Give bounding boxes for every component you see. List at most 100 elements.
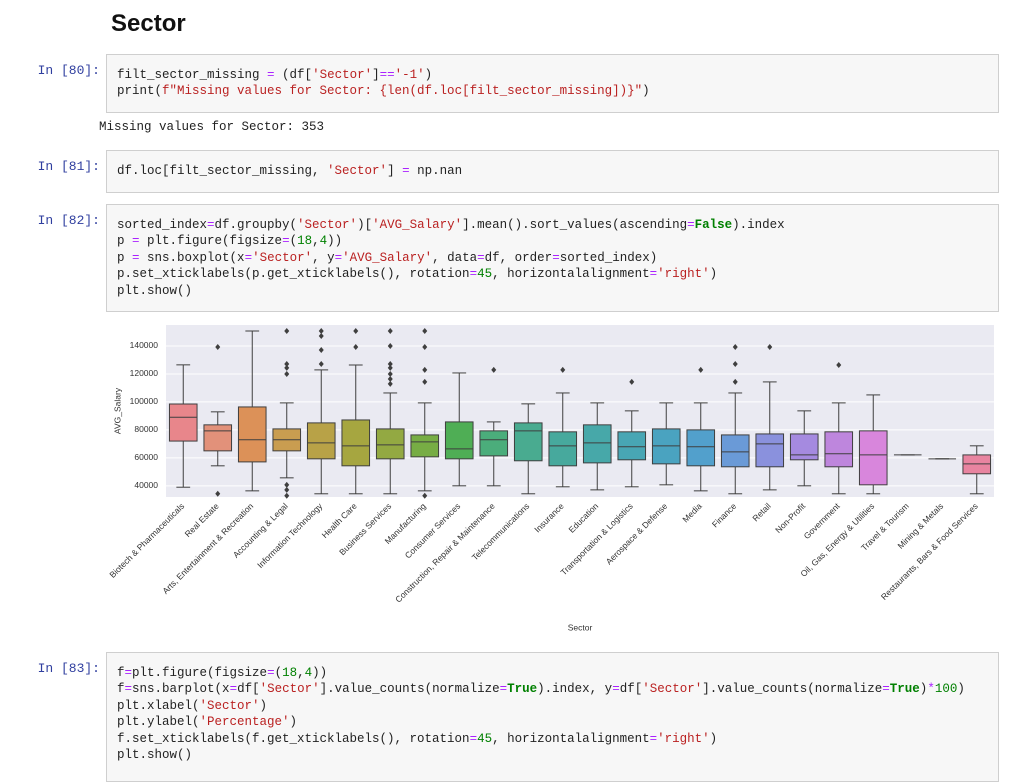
box bbox=[582, 424, 612, 464]
outlier bbox=[284, 328, 290, 335]
code-line: f=sns.barplot(x=df['Sector'].value_count… bbox=[117, 682, 965, 697]
cell-prompt: In [81]: bbox=[37, 159, 100, 174]
outlier bbox=[284, 492, 290, 499]
outlier bbox=[387, 370, 393, 377]
y-tick-label: 100000 bbox=[130, 396, 159, 406]
x-tick-label: Aerospace & Defense bbox=[604, 501, 670, 567]
box bbox=[203, 424, 233, 452]
y-tick-label: 60000 bbox=[134, 452, 158, 462]
heading: Sector bbox=[111, 10, 186, 37]
outlier bbox=[422, 378, 428, 385]
code-line: print(f"Missing values for Sector: {len(… bbox=[117, 84, 650, 99]
box bbox=[720, 434, 750, 468]
outlier bbox=[284, 370, 290, 377]
outlier bbox=[732, 361, 738, 368]
box bbox=[824, 431, 854, 468]
outlier bbox=[387, 328, 393, 335]
code-line: sorted_index=df.groupby('Sector')['AVG_S… bbox=[117, 218, 785, 232]
box bbox=[306, 422, 336, 460]
cell-prompt: In [82]: bbox=[37, 213, 100, 228]
chart: Sector AVG_Salary 40000 60000 80000 100000 1… bbox=[107, 325, 994, 632]
x-tick-label: Non-Profit bbox=[773, 500, 808, 535]
outlier bbox=[422, 366, 428, 373]
x-tick-label: Media bbox=[680, 501, 704, 525]
cell-prompt: In [83]: bbox=[37, 661, 100, 676]
code-line: plt.ylabel('Percentage') bbox=[117, 715, 298, 730]
x-tick-label: Retail bbox=[750, 501, 773, 524]
box bbox=[341, 419, 371, 467]
y-axis-label: AVG_Salary bbox=[112, 387, 122, 434]
box bbox=[617, 431, 647, 461]
box bbox=[686, 429, 716, 467]
code-line: df.loc[filt_sector_missing, 'Sector'] = … bbox=[117, 164, 463, 178]
outlier bbox=[318, 361, 324, 368]
outlier bbox=[318, 328, 324, 335]
outlier bbox=[767, 343, 773, 350]
outlier bbox=[387, 361, 393, 368]
outlier bbox=[353, 343, 359, 350]
outlier bbox=[422, 343, 428, 350]
x-axis-label: Sector bbox=[568, 622, 593, 632]
code-line: f=plt.figure(figsize=(18,4)) bbox=[117, 666, 328, 680]
x-tick-label: Finance bbox=[710, 501, 739, 530]
outlier bbox=[284, 486, 290, 493]
x-tick-label: Education bbox=[566, 501, 600, 535]
cell-output: Missing values for Sector: 353 bbox=[99, 120, 325, 134]
outlier bbox=[387, 375, 393, 382]
box bbox=[410, 434, 440, 458]
outlier bbox=[318, 333, 324, 340]
y-tick-label: 80000 bbox=[134, 424, 158, 434]
outlier bbox=[629, 378, 635, 385]
code-line: p.set_xticklabels(p.get_xticklabels(), r… bbox=[117, 267, 718, 282]
outlier bbox=[318, 347, 324, 354]
y-tick-label: 140000 bbox=[130, 340, 159, 350]
code-line: p = plt.figure(figsize=(18,4)) bbox=[117, 234, 343, 249]
plot-background bbox=[166, 325, 994, 497]
cell-prompt: In [80]: bbox=[37, 63, 100, 78]
box bbox=[237, 406, 267, 463]
box bbox=[789, 433, 819, 461]
outlier bbox=[387, 364, 393, 371]
outlier bbox=[353, 328, 359, 335]
x-tick-label: Insurance bbox=[532, 501, 566, 535]
box bbox=[858, 430, 888, 486]
outlier bbox=[560, 366, 566, 373]
outlier bbox=[284, 481, 290, 488]
y-tick-label: 120000 bbox=[130, 368, 159, 378]
code-cell bbox=[106, 150, 999, 193]
code-cell bbox=[106, 204, 999, 312]
box bbox=[168, 403, 198, 442]
outlier bbox=[422, 492, 428, 499]
x-tick-label: Telecommunications bbox=[470, 501, 532, 563]
box bbox=[651, 428, 681, 465]
code-cell bbox=[106, 54, 999, 113]
outlier bbox=[491, 366, 497, 373]
code-line: plt.xlabel('Sector') bbox=[117, 698, 268, 713]
code-cell bbox=[106, 652, 999, 782]
outlier bbox=[387, 380, 393, 387]
outlier bbox=[215, 343, 221, 350]
code-line: p = sns.boxplot(x='Sector', y='AVG_Salar… bbox=[117, 250, 658, 265]
box bbox=[548, 431, 578, 467]
outlier bbox=[698, 366, 704, 373]
box bbox=[513, 422, 543, 462]
outlier bbox=[732, 378, 738, 385]
outlier bbox=[284, 364, 290, 371]
outlier bbox=[284, 361, 290, 368]
outlier bbox=[732, 343, 738, 350]
box bbox=[375, 428, 405, 460]
x-tick-label: Information Technology bbox=[255, 500, 325, 570]
code-line: plt.show() bbox=[117, 283, 193, 298]
box bbox=[479, 430, 509, 457]
code-line: filt_sector_missing = (df['Sector']=='-1… bbox=[117, 68, 433, 82]
x-tick-label: Biotech & Pharmaceuticals bbox=[107, 501, 186, 580]
code-line: f.set_xticklabels(f.get_xticklabels(), r… bbox=[117, 731, 718, 746]
code-line: plt.show() bbox=[117, 748, 193, 762]
box bbox=[755, 433, 785, 468]
box bbox=[444, 421, 474, 460]
outlier bbox=[836, 361, 842, 368]
outlier bbox=[215, 490, 221, 497]
outlier bbox=[422, 328, 428, 335]
y-tick-label: 40000 bbox=[134, 480, 158, 490]
